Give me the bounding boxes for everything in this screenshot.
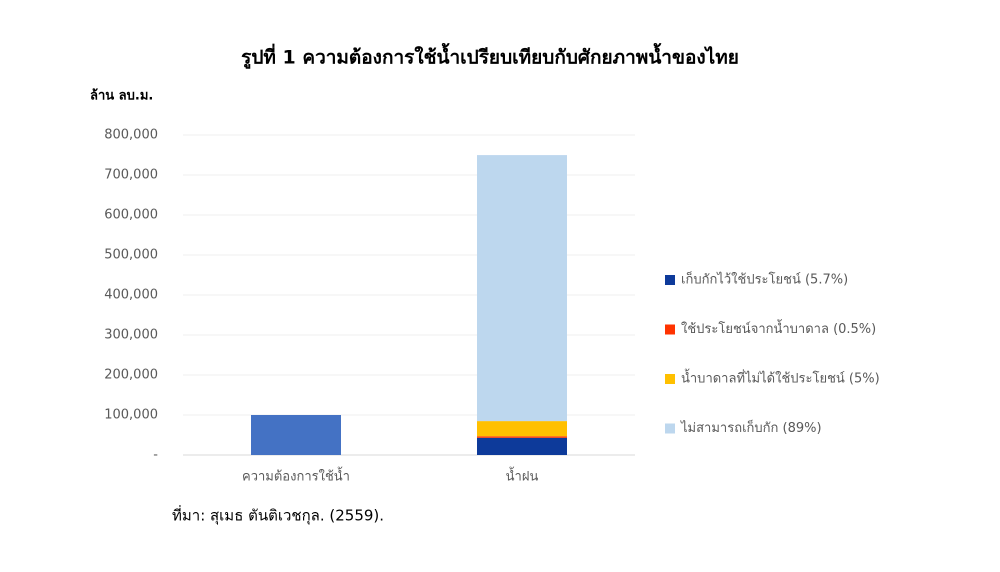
y-axis-label: ล้าน ลบ.ม. <box>90 88 153 104</box>
y-tick-label: 300,000 <box>104 328 158 343</box>
bar-segment <box>477 437 567 455</box>
bar-segment <box>477 155 567 422</box>
bar-segment <box>251 415 341 455</box>
y-tick-label: 100,000 <box>104 408 158 423</box>
y-tick-label: 700,000 <box>104 168 158 183</box>
legend-swatch <box>665 324 675 335</box>
legend-swatch <box>665 374 675 384</box>
source: ที่มา: สุเมธ ตันติเวชกุล. (2559). <box>172 505 384 526</box>
legend-label: ไม่สามารถเก็บกัก (89%) <box>680 418 822 436</box>
y-tick-label: 800,000 <box>104 128 158 143</box>
bar-segment <box>477 421 567 437</box>
y-tick-label: 500,000 <box>104 248 158 263</box>
y-tick-label: 600,000 <box>104 208 158 223</box>
y-tick-label: - <box>153 448 158 463</box>
x-tick-label: ความต้องการใช้น้ำ <box>242 467 350 485</box>
legend-label: เก็บกักไว้ใช้ประโยชน์ (5.7%) <box>681 270 848 288</box>
chart-title: รูปที่ 1 ความต้องการใช้น้ำเปรียบเทียบกับ… <box>241 43 739 70</box>
legend-swatch <box>665 275 675 285</box>
y-tick-label: 400,000 <box>104 288 158 303</box>
x-tick-label: น้ำฝน <box>506 467 539 485</box>
legend-label: น้ำบาดาลที่ไม่ได้ใช้ประโยชน์ (5%) <box>681 369 880 387</box>
y-tick-label: 200,000 <box>104 368 158 383</box>
legend-label: ใช้ประโยชน์จากน้ำบาดาล (0.5%) <box>681 319 876 337</box>
bar-segment <box>477 436 567 438</box>
legend-swatch <box>665 423 675 434</box>
